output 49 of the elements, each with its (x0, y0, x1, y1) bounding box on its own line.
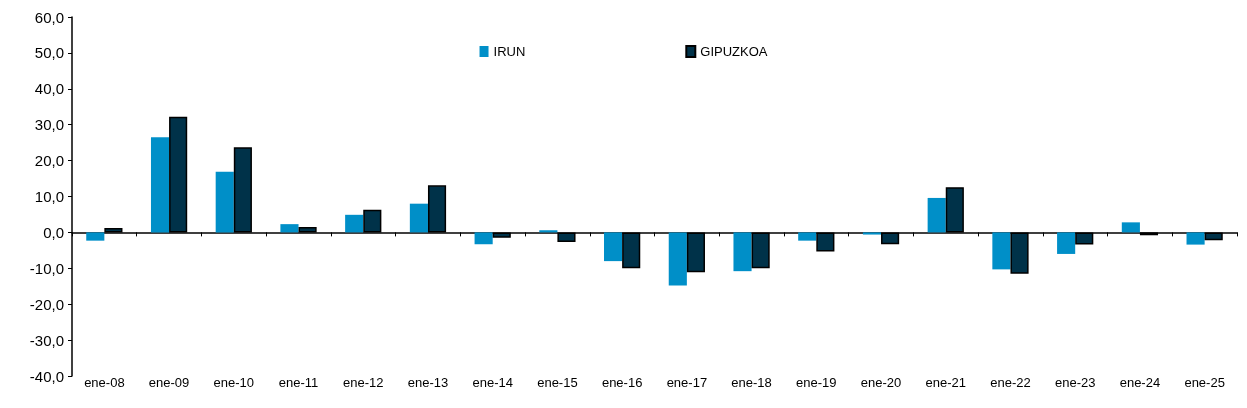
x-tick-label: ene-11 (278, 375, 319, 390)
x-tick-label: ene-08 (84, 375, 125, 390)
y-tick-label: 40,0 (34, 80, 64, 98)
x-tick-label: ene-16 (601, 375, 643, 390)
x-tick-label: ene-09 (148, 375, 190, 390)
x-tick-label: ene-22 (990, 375, 1031, 390)
y-tick-label: 20,0 (34, 152, 64, 170)
y-tick-label: -20,0 (29, 295, 64, 313)
x-tick-label: ene-24 (1119, 375, 1161, 390)
y-tick-label: -30,0 (29, 331, 64, 349)
x-tick-label: ene-21 (925, 375, 966, 390)
bar (409, 203, 428, 233)
y-tick-label: 10,0 (34, 188, 64, 205)
x-tick-label: ene-18 (731, 375, 772, 390)
bar (1057, 232, 1076, 254)
bar (798, 232, 817, 241)
bar (150, 137, 170, 233)
bar (733, 232, 752, 272)
y-tick-label: 60,0 (34, 8, 64, 26)
bar (604, 232, 623, 262)
x-tick-label: ene-12 (343, 375, 384, 390)
bar (280, 224, 299, 233)
legend-label: GIPUZKOA (700, 44, 768, 59)
bar (927, 197, 946, 233)
x-tick-label: ene-13 (407, 375, 449, 390)
y-tick-label: 50,0 (34, 44, 64, 62)
bar (668, 232, 687, 286)
x-tick-label: ene-14 (472, 375, 513, 390)
x-tick-label: ene-20 (860, 375, 902, 390)
bar (1186, 232, 1205, 245)
bar (862, 232, 882, 235)
legend-label: IRUN (493, 44, 526, 59)
bar (1121, 222, 1140, 233)
bar (345, 214, 364, 233)
bar (86, 232, 105, 241)
x-tick-label: ene-15 (537, 375, 578, 390)
y-tick-label: 0,0 (43, 223, 64, 241)
x-tick-label: ene-19 (796, 375, 837, 390)
x-tick-label: ene-23 (1054, 375, 1096, 390)
bar (215, 171, 234, 233)
x-tick-label: ene-17 (666, 375, 708, 390)
y-tick-label: -10,0 (29, 259, 64, 277)
bar (474, 232, 493, 245)
x-tick-label: ene-10 (213, 375, 255, 390)
bar (992, 232, 1011, 270)
y-tick-label: 30,0 (34, 116, 64, 134)
bar (539, 230, 558, 233)
y-tick-label: -40,0 (29, 367, 64, 385)
x-tick-label: ene-25 (1184, 375, 1225, 390)
